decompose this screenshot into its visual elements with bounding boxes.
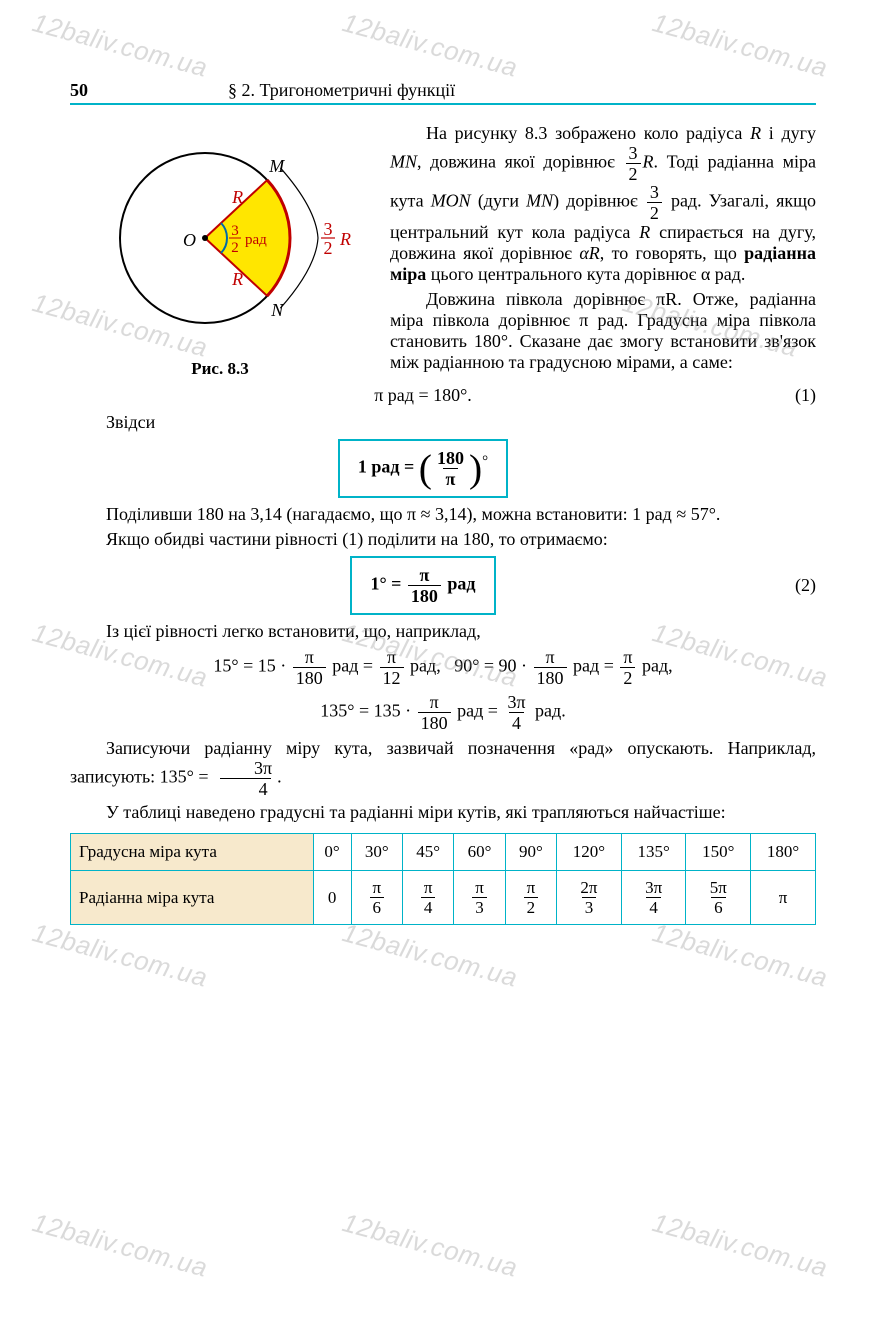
degree-cell: 30° — [351, 834, 402, 871]
zvidsy: Звідси — [70, 412, 816, 433]
formula-box-1: 1 рад = (180π)° — [338, 439, 508, 498]
svg-text:N: N — [270, 300, 284, 320]
section-title: § 2. Тригонометричні функції — [228, 80, 455, 101]
page-content: 50 § 2. Тригонометричні функції O M N R … — [0, 0, 886, 965]
svg-text:O: O — [183, 230, 196, 250]
radian-cell: π4 — [402, 871, 453, 925]
radian-cell: π — [751, 871, 816, 925]
paragraph-7: У таблиці наведено градусні та радіанні … — [70, 802, 816, 823]
figure-svg: O M N R R 32рад32R — [75, 123, 365, 353]
formula-box-2: 1° = π180 рад — [350, 556, 495, 615]
degree-cell: 90° — [505, 834, 556, 871]
paragraph-3: Поділивши 180 на 3,14 (нагадаємо, що π ≈… — [70, 504, 816, 525]
degree-cell: 180° — [751, 834, 816, 871]
degree-cell: 0° — [313, 834, 351, 871]
radian-cell: 0 — [313, 871, 351, 925]
degree-cell: 150° — [686, 834, 751, 871]
degree-cell: 135° — [621, 834, 686, 871]
equation-1: π рад = 180°. (1) — [70, 385, 816, 406]
svg-text:рад: рад — [245, 232, 267, 248]
radian-cell: 2π3 — [557, 871, 622, 925]
figure-caption: Рис. 8.3 — [70, 359, 370, 379]
svg-text:2: 2 — [231, 240, 239, 256]
radian-cell: 5π6 — [686, 871, 751, 925]
examples-line1: 15° = 15 · π180 рад = π12 рад, 90° = 90 … — [70, 648, 816, 687]
radian-cell: π2 — [505, 871, 556, 925]
svg-text:3: 3 — [231, 223, 239, 239]
paragraph-5: Із цієї рівності легко встановити, що, н… — [70, 621, 816, 642]
radian-cell: 3π4 — [621, 871, 686, 925]
degree-cell: 45° — [402, 834, 453, 871]
paragraph-6: Записуючи радіанну міру кута, зазвичай п… — [70, 738, 816, 798]
figure-and-intro: O M N R R 32рад32R Рис. 8.3 На рисунку 8… — [70, 123, 816, 379]
svg-text:2: 2 — [324, 238, 333, 258]
examples-line2: 135° = 135 · π180 рад = 3π4 рад. — [70, 693, 816, 732]
svg-text:R: R — [231, 187, 243, 207]
page-number: 50 — [70, 80, 88, 101]
boxed-eq-2: 1° = π180 рад (2) — [70, 556, 816, 615]
degree-cell: 60° — [454, 834, 505, 871]
row-radians: Радіанна міра кута 0π6π4π3π22π33π45π6π — [71, 871, 816, 925]
paragraph-4: Якщо обидві частини рівності (1) поділит… — [70, 529, 816, 550]
radian-cell: π3 — [454, 871, 505, 925]
svg-text:M: M — [268, 156, 285, 176]
page-header: 50 § 2. Тригонометричні функції — [70, 80, 816, 105]
figure-block: O M N R R 32рад32R Рис. 8.3 — [70, 123, 370, 379]
radian-cell: π6 — [351, 871, 402, 925]
row-degrees: Градусна міра кута 0°30°45°60°90°120°135… — [71, 834, 816, 871]
svg-text:R: R — [231, 269, 243, 289]
boxed-eq-1: 1 рад = (180π)° — [70, 439, 816, 498]
degree-cell: 120° — [557, 834, 622, 871]
svg-text:R: R — [339, 229, 351, 249]
svg-text:3: 3 — [324, 219, 333, 239]
conversion-table: Градусна міра кута 0°30°45°60°90°120°135… — [70, 833, 816, 925]
